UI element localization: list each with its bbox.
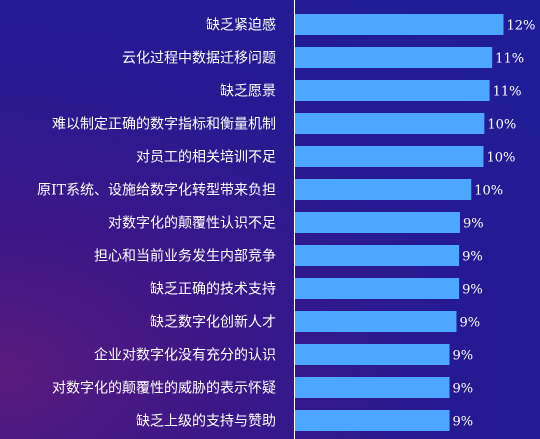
value-label-11: 9% bbox=[453, 382, 474, 397]
value-label-5: 10% bbox=[474, 184, 503, 199]
bar-9 bbox=[294, 311, 457, 332]
category-label-3: 难以制定正确的数字指标和衡量机制 bbox=[52, 117, 276, 133]
bar-6 bbox=[294, 212, 460, 233]
value-label-10: 9% bbox=[453, 349, 474, 364]
category-label-2: 缺乏愿景 bbox=[220, 84, 276, 100]
bar-1 bbox=[294, 47, 493, 68]
value-label-4: 10% bbox=[486, 151, 515, 166]
value-labels-group: 12% 11% 11% 10% 10% 10% 9% 9% 9% 9% 9% 9% 9% bbox=[453, 19, 536, 430]
category-label-7: 担心和当前业务发生内部竞争 bbox=[94, 248, 276, 265]
category-label-1: 云化过程中数据迁移问题 bbox=[122, 51, 276, 67]
bar-7 bbox=[294, 245, 460, 266]
bar-3 bbox=[294, 113, 485, 134]
value-label-6: 9% bbox=[463, 217, 484, 232]
bars-group bbox=[294, 14, 504, 431]
bar-4 bbox=[294, 146, 484, 167]
bar-0 bbox=[294, 14, 504, 35]
bar-10 bbox=[294, 344, 450, 365]
value-label-7: 9% bbox=[462, 250, 483, 265]
category-label-10: 企业对数字化没有充分的认识 bbox=[94, 347, 276, 364]
value-label-1: 11% bbox=[495, 52, 524, 67]
category-labels-group: 缺乏紧迫感云化过程中数据迁移问题缺乏愿景难以制定正确的数字指标和衡量机制对员工的… bbox=[37, 17, 276, 430]
bar-11 bbox=[294, 377, 450, 398]
value-label-2: 11% bbox=[493, 85, 522, 100]
category-label-0: 缺乏紧迫感 bbox=[206, 17, 276, 34]
category-label-6: 对数字化的颠覆性认识不足 bbox=[108, 216, 276, 232]
category-label-12: 缺乏上级的支持与赞助 bbox=[136, 414, 276, 430]
bar-2 bbox=[294, 80, 490, 101]
bar-12 bbox=[294, 410, 450, 431]
category-label-8: 缺乏正确的技术支持 bbox=[150, 282, 276, 298]
value-label-3: 10% bbox=[487, 118, 516, 133]
bar-8 bbox=[294, 278, 460, 299]
value-label-12: 9% bbox=[453, 415, 474, 430]
value-label-9: 9% bbox=[459, 316, 480, 331]
value-label-0: 12% bbox=[507, 19, 536, 34]
category-label-5: 原IT系统、设施给数字化转型带来负担 bbox=[37, 183, 276, 199]
value-label-8: 9% bbox=[462, 283, 483, 298]
category-label-11: 对数字化的颠覆性的威胁的表示怀疑 bbox=[52, 381, 276, 397]
bar-5 bbox=[294, 179, 472, 200]
category-label-4: 对员工的相关培训不足 bbox=[136, 150, 276, 166]
category-label-9: 缺乏数字化创新人才 bbox=[150, 315, 276, 331]
